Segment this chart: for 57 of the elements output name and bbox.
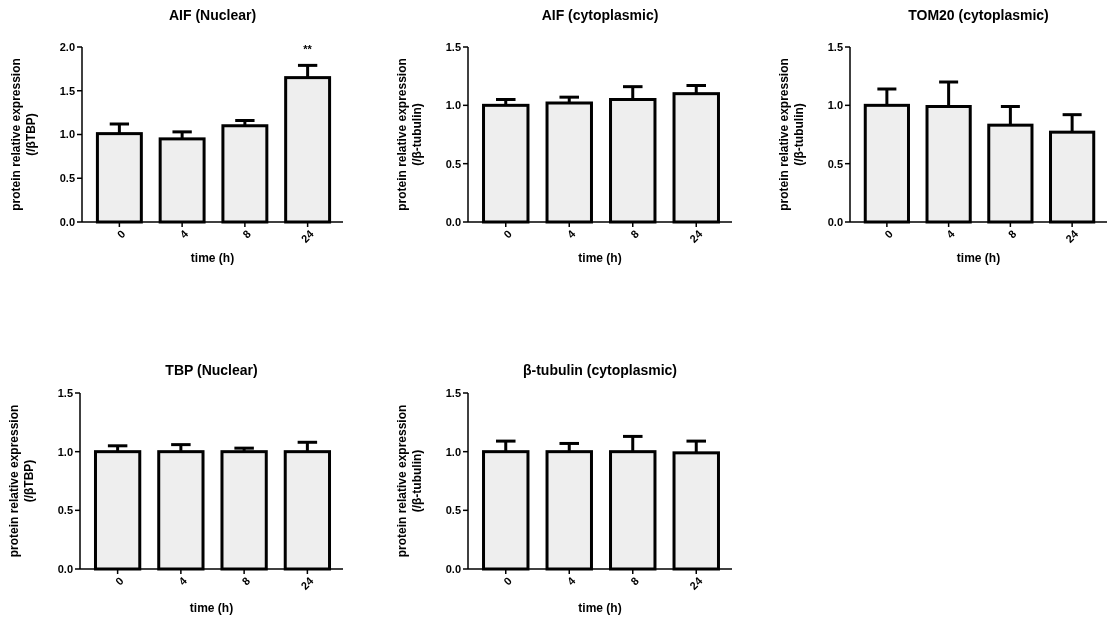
chart-title: AIF (Nuclear) (168, 7, 257, 23)
chart-title: AIF (cytoplasmic) (541, 7, 659, 23)
y-tick-label: 1.5 (59, 84, 75, 97)
y-axis-title: protein relative expression (/βTBP) (9, 58, 38, 211)
y-tick-label: 0.0 (59, 215, 75, 228)
y-tick-label: 1.0 (57, 445, 73, 458)
y-tick-label: 0.0 (57, 562, 73, 575)
x-tick-label: 8 (1005, 227, 1019, 241)
y-tick-label: 1.0 (445, 99, 461, 112)
y-tick-label: 0.0 (445, 215, 461, 228)
x-tick-label: 4 (564, 574, 579, 588)
y-tick-label: 0.5 (445, 157, 461, 170)
annotation: ** (303, 43, 313, 55)
x-tick-label: 4 (176, 574, 190, 588)
y-tick-label: 0.0 (827, 215, 843, 228)
x-tick-label: 8 (240, 227, 254, 241)
y-axis-title: protein relative expression (/β-tubulin) (395, 58, 424, 211)
y-axis-title: protein relative expression (/βTBP) (7, 404, 36, 558)
y-tick-label: 1.5 (445, 386, 461, 399)
y-tick-label: 1.5 (445, 40, 461, 53)
x-axis-title: time (h) (189, 601, 234, 615)
y-tick-label: 1.0 (59, 128, 75, 141)
x-tick-label: 24 (1063, 227, 1081, 245)
y-tick-label: 0.5 (445, 504, 461, 517)
x-tick-label: 8 (628, 227, 641, 241)
x-tick-label: 4 (943, 227, 958, 241)
chart-title: TOM20 (cytoplasmic) (908, 7, 1049, 23)
x-tick-label: 24 (687, 227, 705, 245)
x-tick-label: 4 (177, 227, 191, 241)
x-tick-label: 0 (114, 227, 128, 241)
y-tick-label: 1.5 (827, 40, 843, 53)
x-axis-title: time (h) (578, 601, 622, 615)
y-tick-label: 1.0 (445, 445, 461, 458)
x-tick-label: 24 (298, 227, 317, 245)
y-tick-label: 0.0 (445, 562, 461, 575)
y-tick-label: 0.5 (827, 157, 843, 170)
x-tick-label: 0 (112, 574, 126, 588)
x-tick-label: 0 (501, 227, 514, 241)
x-tick-label: 24 (687, 574, 705, 592)
x-tick-label: 8 (239, 574, 253, 588)
x-tick-label: 24 (298, 574, 317, 592)
x-axis-title: time (h) (956, 251, 1001, 265)
y-tick-label: 1.0 (827, 99, 843, 112)
chart-title: TBP (Nuclear) (165, 362, 258, 378)
x-axis-title: time (h) (578, 251, 622, 265)
y-tick-label: 0.5 (57, 504, 73, 517)
x-tick-label: 8 (628, 574, 641, 588)
y-axis-title: protein relative expression (/β-tubulin) (395, 404, 424, 558)
y-axis-title: protein relative expression (/β-tubulin) (777, 58, 806, 211)
chart-title: β-tubulin (cytoplasmic) (523, 362, 677, 378)
y-tick-label: 1.5 (57, 386, 73, 399)
x-tick-label: 0 (501, 574, 514, 588)
x-axis-title: time (h) (190, 251, 235, 265)
x-tick-label: 4 (564, 227, 579, 241)
y-tick-label: 0.5 (59, 172, 75, 185)
y-tick-label: 2.0 (59, 40, 75, 53)
x-tick-label: 0 (882, 227, 896, 241)
